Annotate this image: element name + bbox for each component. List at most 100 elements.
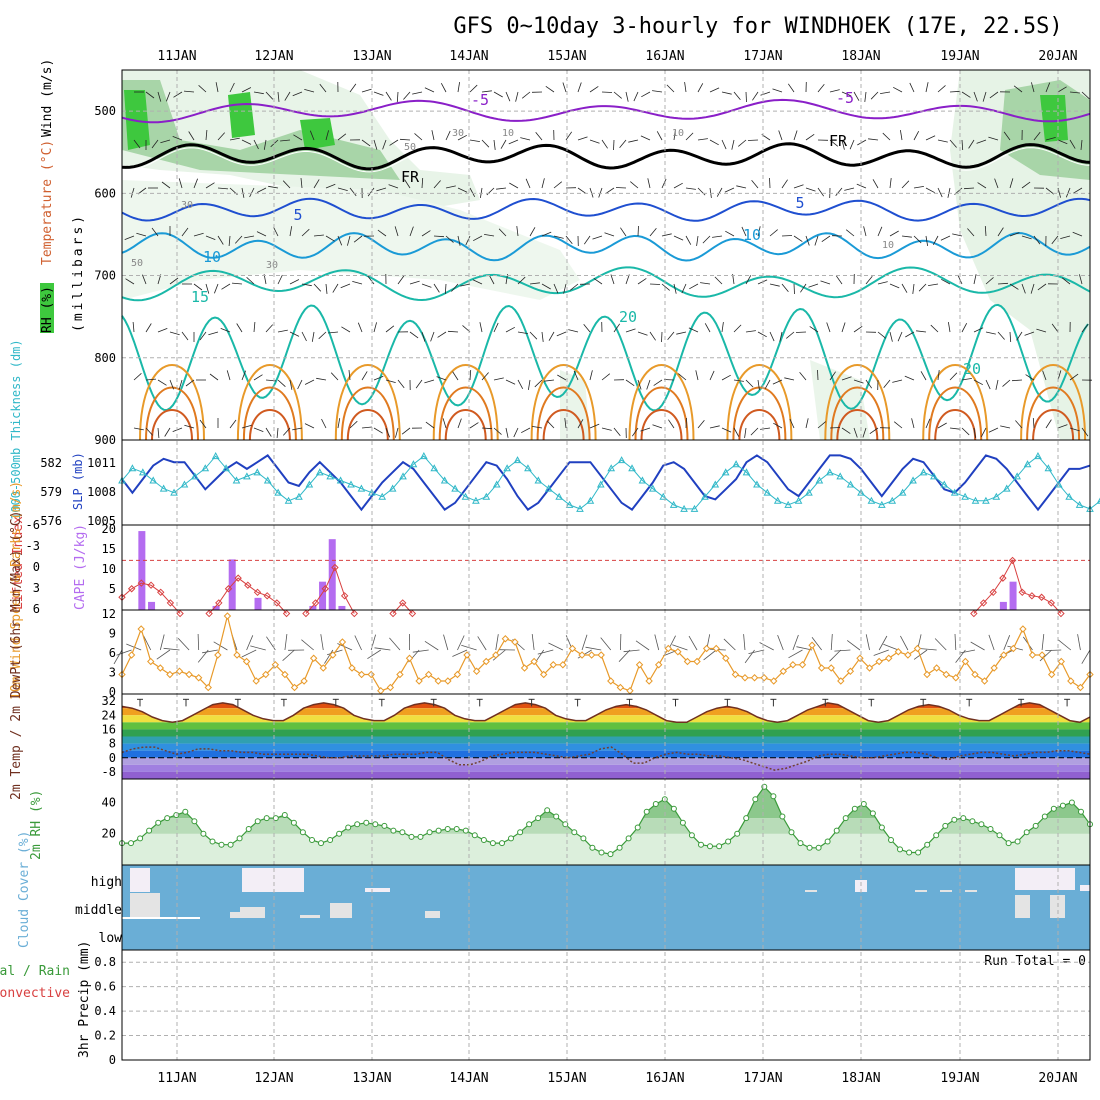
wind-barb <box>361 139 371 147</box>
thickness-point <box>544 484 553 492</box>
wind-barb-10m <box>959 649 976 654</box>
wind-barb <box>745 379 754 388</box>
rh-point <box>616 844 623 851</box>
wind-barb <box>577 419 584 429</box>
wind-barb <box>652 90 663 93</box>
wind-barb <box>673 283 677 294</box>
thickness-point <box>607 464 616 472</box>
thickness-slp-panel <box>118 452 1100 512</box>
thickness-point <box>1044 464 1053 472</box>
cape-bar <box>1009 581 1017 610</box>
wind-barb <box>1045 187 1055 195</box>
wind-barb <box>133 427 144 431</box>
wind-barb <box>656 131 663 141</box>
thickness-point <box>721 468 730 476</box>
wind-speed-point <box>846 667 855 675</box>
temp-contour-5 <box>121 197 1091 222</box>
wind-barb-10m <box>829 649 842 662</box>
thickness-point <box>919 468 928 476</box>
wind-speed-point <box>262 670 270 679</box>
thickness-point <box>586 496 595 504</box>
wind-barb <box>772 88 783 93</box>
wind-barb <box>949 427 960 430</box>
wind-barb <box>769 283 780 287</box>
precip-tick: 0.6 <box>94 980 116 994</box>
freezing-level-inner <box>121 146 1091 173</box>
wind-barb <box>493 322 499 333</box>
wind-speed-point <box>683 657 692 666</box>
wind-barb <box>752 91 759 101</box>
wind-barb <box>817 187 825 197</box>
li-point <box>1028 592 1036 600</box>
wind-barb <box>421 230 431 237</box>
wind-barb <box>625 379 635 387</box>
rh-point <box>146 827 153 834</box>
wind-barb-10m <box>743 634 746 651</box>
wind-barb <box>1061 277 1071 285</box>
thickness-point <box>430 464 439 472</box>
wind-barb <box>995 379 999 390</box>
thickness-point <box>992 492 1001 500</box>
wind-barb-10m <box>759 642 774 651</box>
wind-barb <box>353 235 363 243</box>
thickness-point <box>940 480 949 488</box>
li-tick: 6 <box>33 602 40 616</box>
rh-point <box>281 812 288 818</box>
temp-contour-minus5 <box>121 98 1091 124</box>
wind-barb <box>553 235 564 239</box>
wind-speed-point <box>587 651 596 659</box>
slp-tick: 1008 <box>87 485 116 499</box>
wind-axis-label: 10m Wind Speed & Barbs (m/s) <box>9 481 24 700</box>
wind-barb <box>199 419 207 429</box>
wind-barb-10m <box>834 649 851 652</box>
wind-speed-point <box>702 644 711 653</box>
wind-barb <box>778 130 783 141</box>
wind-barb <box>541 231 552 237</box>
wind-tick: 12 <box>102 607 116 621</box>
wind-barb <box>725 230 735 237</box>
wind-barb <box>793 130 798 141</box>
wind-barb <box>292 91 303 97</box>
wind-barb <box>289 379 293 390</box>
cloud-mid-gap <box>940 890 952 892</box>
cape-tick: 10 <box>102 562 116 576</box>
wind-barb <box>829 427 841 429</box>
wind-barb <box>385 325 395 333</box>
contour-label: 30 <box>181 200 193 211</box>
wind-barb <box>437 331 447 338</box>
cloud-mid-gap <box>330 903 352 918</box>
wind-barb <box>913 131 920 141</box>
thickness-point <box>243 472 251 480</box>
rh-point <box>435 827 442 834</box>
wind-speed-point <box>511 638 519 646</box>
wind-barb <box>268 185 279 189</box>
wind-barb <box>889 331 893 342</box>
wind-barb <box>760 427 771 430</box>
wind-barb <box>133 373 142 381</box>
wind-barb <box>973 427 976 438</box>
wind-barb <box>841 427 851 434</box>
wind-speed-point <box>1057 657 1065 666</box>
wind-barb <box>673 235 684 241</box>
wind-barb <box>433 235 445 238</box>
wind-barb <box>883 379 891 389</box>
precip-legend-convective: Convective <box>0 986 70 1001</box>
wind-barb <box>912 283 915 294</box>
thickness-point <box>409 460 418 468</box>
wind-barb <box>829 139 839 147</box>
rh-point <box>869 810 876 817</box>
wind-barb <box>577 136 588 141</box>
wind-barb <box>145 323 152 333</box>
wind-barb <box>913 235 922 244</box>
wind-barb <box>697 187 706 196</box>
upper-air-panel: -5 -5 FR FR 5 5 10 10 15 20 20 30 30 30 10 10 10 50 50 <box>121 70 1093 441</box>
thickness-point <box>1023 460 1032 468</box>
rh-tick: 20 <box>102 827 116 841</box>
y-tick-pressure: 600 <box>94 186 116 200</box>
wind-barb <box>577 187 587 195</box>
thickness-point <box>930 472 938 480</box>
wind-barb <box>1031 82 1035 93</box>
rh-legend-swatch <box>40 283 54 333</box>
wind-barb <box>236 323 243 333</box>
